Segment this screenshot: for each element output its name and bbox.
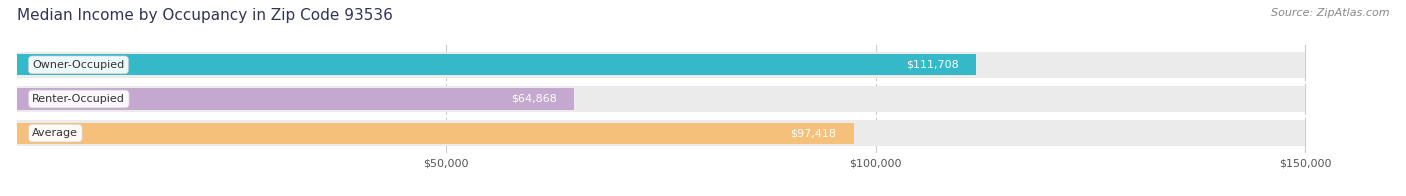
Text: $64,868: $64,868 xyxy=(510,94,557,104)
Bar xyxy=(17,86,1305,112)
Bar xyxy=(17,122,853,144)
Text: Renter-Occupied: Renter-Occupied xyxy=(32,94,125,104)
Text: Median Income by Occupancy in Zip Code 93536: Median Income by Occupancy in Zip Code 9… xyxy=(17,8,392,23)
Text: $111,708: $111,708 xyxy=(907,60,959,70)
Bar xyxy=(17,88,574,110)
Text: Source: ZipAtlas.com: Source: ZipAtlas.com xyxy=(1271,8,1389,18)
Bar xyxy=(17,54,976,75)
Text: Owner-Occupied: Owner-Occupied xyxy=(32,60,125,70)
Bar xyxy=(17,120,1305,146)
Text: $97,418: $97,418 xyxy=(790,128,837,138)
Bar xyxy=(17,52,1305,78)
Text: Average: Average xyxy=(32,128,79,138)
